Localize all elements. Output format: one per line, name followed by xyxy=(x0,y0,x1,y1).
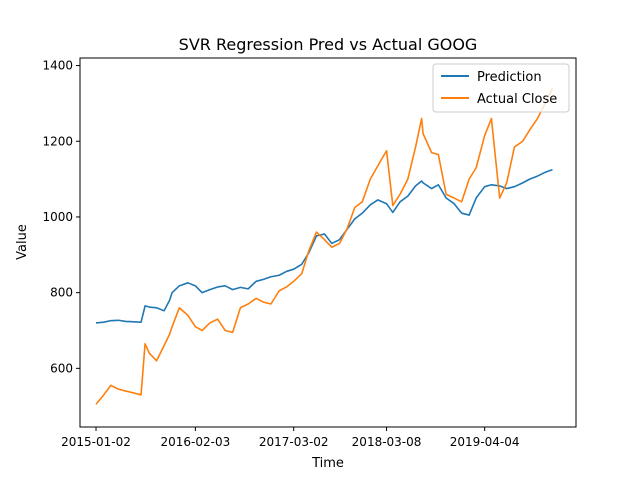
axes-frame xyxy=(79,57,577,428)
legend-label-actual-close: Actual Close xyxy=(477,92,557,107)
x-tick-label: 2015-01-02 xyxy=(61,435,131,449)
x-axis-label: Time xyxy=(311,456,344,471)
x-tick-label: 2019-04-04 xyxy=(450,435,520,449)
x-tick-label: 2017-03-02 xyxy=(259,435,329,449)
x-tick-label: 2016-02-03 xyxy=(160,435,230,449)
y-tick-label: 1400 xyxy=(42,59,73,73)
y-axis-label: Value xyxy=(15,224,30,260)
x-axis: 2015-01-02 2016-02-03 2017-03-02 2018-03-08… xyxy=(61,427,520,449)
legend-label-prediction: Prediction xyxy=(477,70,542,85)
series-line-actual-close xyxy=(95,87,554,405)
y-tick-label: 600 xyxy=(50,361,73,375)
y-tick-label: 1200 xyxy=(42,134,73,148)
legend: Prediction Actual Close xyxy=(432,63,570,113)
chart-title: SVR Regression Pred vs Actual GOOG xyxy=(179,35,478,54)
x-tick-label: 2018-03-08 xyxy=(352,435,422,449)
y-tick-label: 800 xyxy=(50,286,73,300)
y-tick-label: 1000 xyxy=(42,210,73,224)
plot-lines xyxy=(95,87,554,405)
y-axis: 600 800 1000 1200 1400 xyxy=(42,59,80,375)
